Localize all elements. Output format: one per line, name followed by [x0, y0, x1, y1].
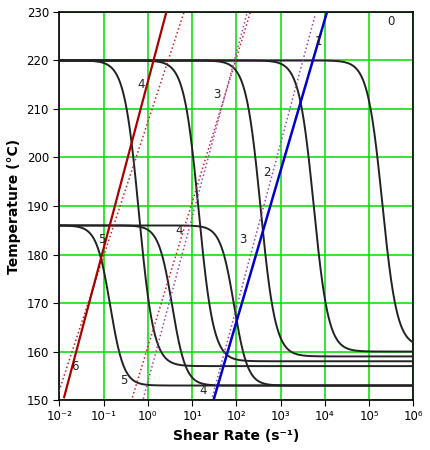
Text: 0: 0 [387, 15, 395, 28]
Text: 1: 1 [314, 35, 322, 48]
Text: 4: 4 [175, 224, 182, 237]
Text: 4: 4 [138, 78, 145, 91]
X-axis label: Shear Rate (s⁻¹): Shear Rate (s⁻¹) [173, 429, 299, 443]
Text: 3: 3 [213, 88, 220, 101]
Text: 3: 3 [239, 234, 247, 247]
Text: 5: 5 [98, 234, 105, 247]
Y-axis label: Temperature (°C): Temperature (°C) [7, 139, 21, 274]
Text: 5: 5 [120, 374, 127, 387]
Text: 2: 2 [264, 166, 271, 179]
Text: 6: 6 [71, 360, 79, 373]
Text: 4: 4 [200, 384, 207, 397]
